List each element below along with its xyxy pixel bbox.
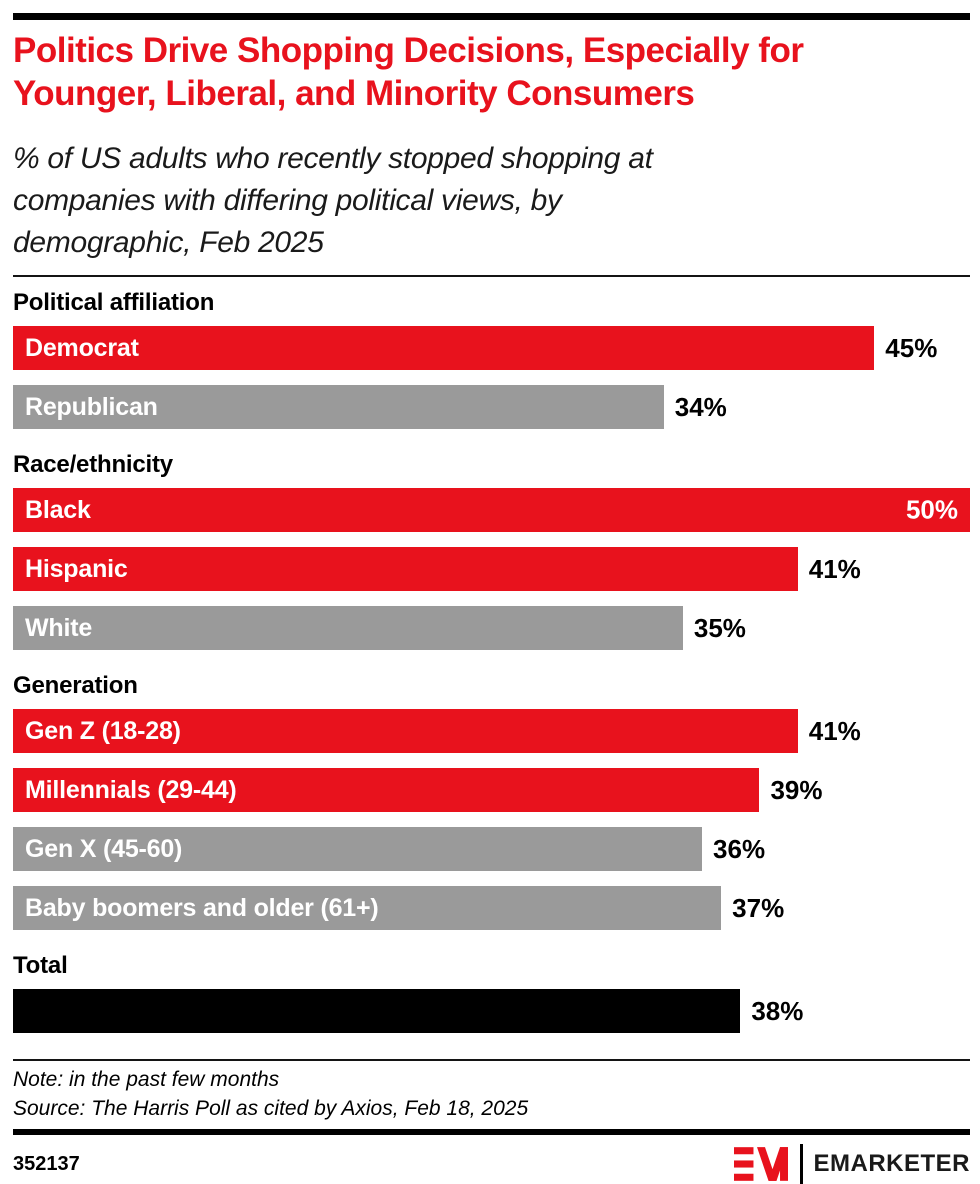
bar-group: Total 38% (13, 952, 970, 1034)
value-label: 41% (808, 715, 861, 746)
bar-row: Gen Z (18-28) 41% (13, 709, 970, 754)
value-label: 41% (808, 553, 861, 584)
bar-gen-z-18-28: Gen Z (18-28) (13, 709, 798, 754)
bar-row: Gen X (45-60) 36% (13, 827, 970, 872)
bar-millennials-29-44: Millennials (29-44) (13, 768, 760, 813)
bar-label: Gen X (45-60) (25, 834, 183, 863)
bar-black: Black 50% (13, 488, 970, 533)
bar-row: 38% (13, 989, 970, 1034)
header-divider (13, 275, 970, 278)
value-label: 35% (693, 612, 746, 643)
value-label: 37% (732, 892, 785, 923)
brand-name: EMARKETER (813, 1150, 970, 1178)
chart-title-line-2: Younger, Liberal, and Minority Consumers (13, 74, 695, 113)
brand-lockup: EMARKETER (734, 1144, 970, 1184)
value-label: 45% (885, 332, 938, 363)
bar-row: Democrat 45% (13, 326, 970, 371)
group-label: Total (13, 952, 68, 980)
emarketer-logo-icon (734, 1147, 789, 1182)
bar-group: Race/ethnicity Black 50% Hispanic 41% White 35… (13, 451, 970, 651)
chart-subtitle-line-3: demographic, Feb 2025 (13, 226, 324, 260)
bar-label: Millennials (29-44) (25, 775, 237, 804)
top-rule (13, 13, 970, 20)
bar-row: Black 50% (13, 488, 970, 533)
bar-gen-x-45-60: Gen X (45-60) (13, 827, 703, 872)
group-label: Race/ethnicity (13, 451, 173, 479)
bar-total (13, 989, 741, 1034)
bottom-rule (13, 1129, 970, 1136)
bar-group: Political affiliation Democrat 45% Republic… (13, 289, 970, 430)
chart-subtitle: % of US adults who recently stopped shop… (13, 138, 970, 264)
bar-row: White 35% (13, 606, 970, 651)
group-label: Generation (13, 672, 138, 700)
value-label: 36% (713, 833, 766, 864)
bar-row: Republican 34% (13, 385, 970, 430)
value-label: 38% (751, 995, 804, 1026)
chart-title: Politics Drive Shopping Decisions, Espec… (13, 29, 970, 115)
footer: 352137 EMARKETER (13, 1144, 970, 1184)
chart-notes: Note: in the past few months Source: The… (13, 1065, 970, 1123)
bar-row: Millennials (29-44) 39% (13, 768, 970, 813)
bar-hispanic: Hispanic (13, 547, 798, 592)
note-text: Note: in the past few months (13, 1068, 280, 1092)
bar-label: Baby boomers and older (61+) (25, 893, 379, 922)
group-label: Political affiliation (13, 289, 215, 317)
chart: Political affiliation Democrat 45% Republic… (13, 289, 970, 1034)
chart-subtitle-line-1: % of US adults who recently stopped shop… (13, 142, 653, 176)
brand-divider (800, 1144, 804, 1184)
bar-row: Baby boomers and older (61+) 37% (13, 886, 970, 931)
source-text: Source: The Harris Poll as cited by Axio… (13, 1097, 529, 1121)
bar-baby-boomers-and-older-61: Baby boomers and older (61+) (13, 886, 722, 931)
value-label: 50% (905, 494, 958, 525)
bar-democrat: Democrat (13, 326, 875, 371)
bar-republican: Republican (13, 385, 664, 430)
bar-label: Hispanic (25, 554, 128, 583)
value-label: 39% (770, 774, 823, 805)
footer-divider (13, 1059, 970, 1062)
bar-label: Black (25, 495, 91, 524)
bar-group: Generation Gen Z (18-28) 41% Millennials (2… (13, 672, 970, 931)
chart-subtitle-line-2: companies with differing political views… (13, 184, 562, 218)
bar-label: Republican (25, 392, 158, 421)
chart-id: 352137 (13, 1152, 80, 1175)
value-label: 34% (674, 391, 727, 422)
bar-label: Democrat (25, 333, 139, 362)
bar-row: Hispanic 41% (13, 547, 970, 592)
chart-title-line-1: Politics Drive Shopping Decisions, Espec… (13, 31, 804, 70)
bar-label: White (25, 613, 93, 642)
bar-label: Gen Z (18-28) (25, 716, 181, 745)
bar-white: White (13, 606, 683, 651)
